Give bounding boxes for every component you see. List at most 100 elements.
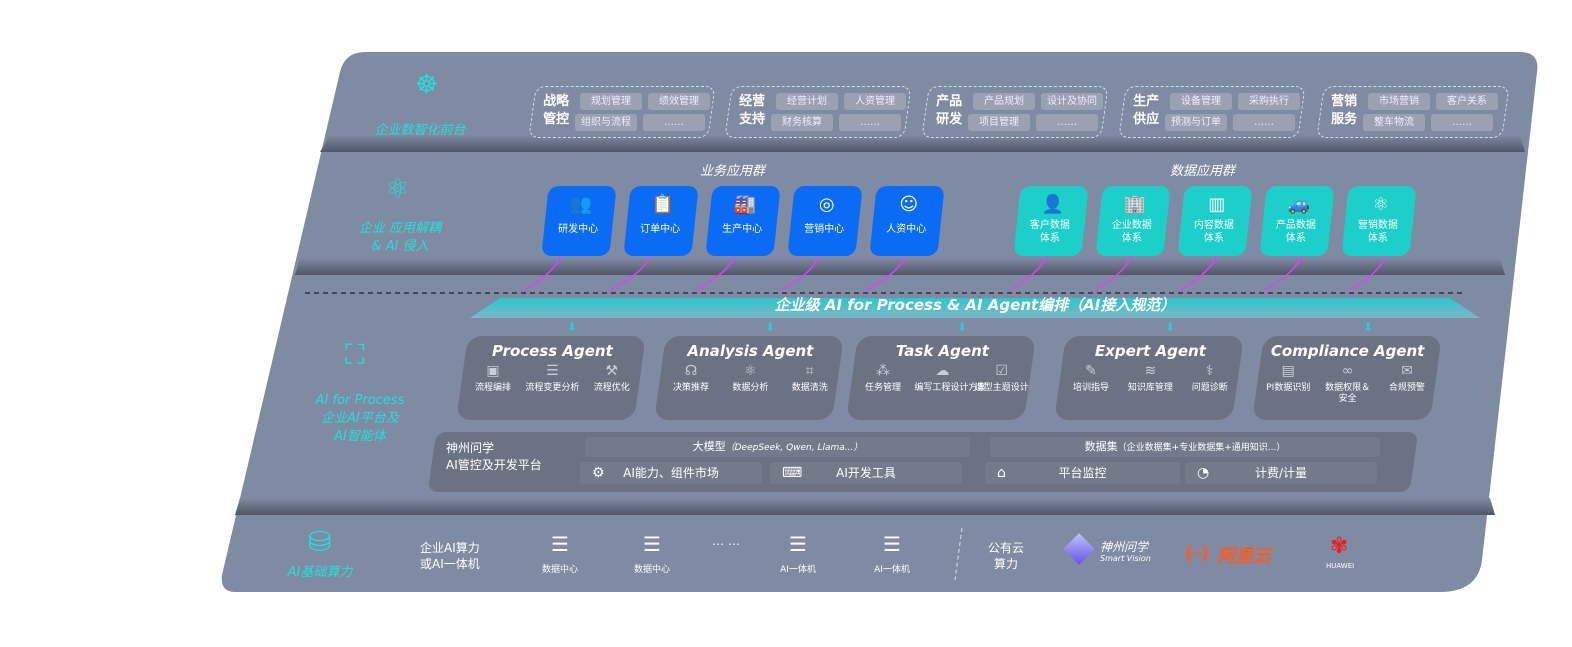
function-chip[interactable]: 设计及协同 — [1041, 93, 1103, 110]
business-app-4[interactable]: ◎ 营销中心 — [787, 186, 863, 256]
function-chip[interactable]: 组织与流程 — [575, 114, 637, 131]
function-chip[interactable]: …… — [1036, 114, 1098, 131]
function-chip[interactable]: …… — [1233, 114, 1295, 131]
capability-item: ⚕ 问题诊断 — [1182, 363, 1238, 394]
capability-item: ☑ 造型主题设计 — [974, 363, 1030, 394]
capability-label: PI数据识别 — [1266, 383, 1311, 393]
network-icon: ⁂ — [876, 363, 891, 379]
down-arrow-icon: ⬇ — [1165, 320, 1176, 334]
dataset-bar: 数据集（企业数据集+专业数据集+通用知识...） — [990, 437, 1380, 457]
person-icon: ☺ — [899, 194, 919, 215]
agent-inner: Expert Agent ✎ 培训指导 ≋ 知识库管理 ⚕ 问题诊断 — [1061, 342, 1239, 394]
server-label: AI一体机 — [874, 565, 910, 575]
platform-tool[interactable]: ⚙ AI能力、组件市场 — [580, 462, 762, 484]
function-chip[interactable]: 整车物流 — [1363, 114, 1425, 131]
server-rack-icon: ☰ — [643, 532, 661, 556]
settings-window-icon: ⚙ — [592, 465, 605, 481]
wand-icon: ✎ — [1085, 363, 1097, 379]
agent-card[interactable]: Expert Agent ✎ 培训指导 ≋ 知识库管理 ⚕ 问题诊断 — [1054, 336, 1244, 420]
function-chip[interactable]: 客户关系 — [1436, 93, 1498, 110]
down-arrow-icon: ⬇ — [567, 320, 578, 334]
diagnose-icon: ⚕ — [1205, 363, 1214, 379]
server-label: 数据中心 — [541, 565, 578, 575]
function-chip[interactable]: 绩效管理 — [648, 93, 710, 110]
function-chip[interactable]: 采购执行 — [1238, 93, 1300, 110]
function-chip[interactable]: 设备管理 — [1170, 93, 1232, 110]
group-title: 战略 管控 — [543, 94, 570, 127]
data-app-2[interactable]: 🏢 企业数据 体系 — [1095, 186, 1171, 256]
mail-icon: ✉ — [1401, 363, 1413, 379]
tools-icon: ⚒ — [605, 363, 618, 379]
agent-card[interactable]: Analysis Agent ☊ 决策推荐 ⚛ 数据分析 ⌗ 数据清洗 — [654, 336, 844, 420]
platform-tool[interactable]: ⌂ 平台监控 — [985, 462, 1180, 484]
function-chip[interactable]: 规划管理 — [580, 93, 642, 110]
database-icon: ⛁ — [308, 525, 332, 558]
data-app-3[interactable]: ▥ 内容数据 体系 — [1177, 186, 1253, 256]
function-chip[interactable]: …… — [1431, 114, 1493, 131]
agent-inner: Task Agent ⁂ 任务管理 ☁ 编写工程设计方案 ☑ 造型主题设计 — [853, 342, 1031, 394]
agent-inner: Process Agent ▣ 流程编排 ☰ 流程变更分析 ⚒ 流程优化 — [463, 342, 641, 394]
function-chip[interactable]: …… — [839, 114, 901, 131]
capability-item: ✉ 合规预警 — [1379, 363, 1435, 405]
app-name: 客户数据 体系 — [1029, 220, 1070, 244]
server-item: ☰ AI一体机 — [862, 532, 922, 575]
app-name: 生产中心 — [722, 224, 763, 235]
agent-card[interactable]: Process Agent ▣ 流程编排 ☰ 流程变更分析 ⚒ 流程优化 — [456, 336, 646, 420]
group-title: 经营 支持 — [739, 94, 766, 127]
function-chip[interactable]: …… — [643, 114, 705, 131]
app-name: 营销数据 体系 — [1357, 220, 1398, 244]
data-app-5[interactable]: ⚛ 营销数据 体系 — [1341, 186, 1417, 256]
tool-label: 计费/计量 — [1254, 466, 1308, 480]
agent-card[interactable]: Task Agent ⁂ 任务管理 ☁ 编写工程设计方案 ☑ 造型主题设计 — [846, 336, 1036, 420]
capability-item: ☁ 编写工程设计方案 — [914, 363, 986, 394]
business-app-2[interactable]: 📋 订单中心 — [623, 186, 699, 256]
function-chip[interactable]: 经营计划 — [776, 93, 838, 110]
tool-label: 平台监控 — [1058, 466, 1107, 480]
atom-icon: ⚛ — [1372, 194, 1389, 215]
app-name: 营销中心 — [804, 224, 845, 235]
data-apps-title: 数据应用群 — [1170, 164, 1236, 179]
target-icon: ◎ — [818, 194, 835, 215]
model-note: （DeepSeek, Qwen, Llama...） — [725, 443, 863, 453]
building-icon: 🏢 — [1123, 194, 1146, 215]
agent-card[interactable]: Compliance Agent ▤ PI数据识别 ∞ 数据权限＆ 安全 ✉ 合规预警 — [1252, 336, 1442, 420]
capability-item: ▣ 流程编排 — [465, 363, 521, 394]
capability-item: ≋ 知识库管理 — [1122, 363, 1178, 394]
platform-tool[interactable]: ◔ 计费/计量 — [1185, 462, 1377, 484]
data-app-4[interactable]: 🚙 产品数据 体系 — [1259, 186, 1335, 256]
business-app-5[interactable]: ☺ 人资中心 — [869, 186, 945, 256]
capability-item: ⁂ 任务管理 — [855, 363, 911, 394]
id-card-icon: ▤ — [1281, 363, 1295, 379]
capability-item: ☊ 决策推荐 — [663, 363, 719, 394]
capability-label: 合规预警 — [1388, 383, 1425, 393]
business-app-1[interactable]: 👥 研发中心 — [541, 186, 617, 256]
capability-item: ▤ PI数据识别 — [1260, 363, 1316, 405]
face-scan-icon: ⛶ — [345, 338, 365, 371]
head-icon: ☊ — [684, 363, 698, 379]
capability-item: ✎ 培训指导 — [1063, 363, 1119, 394]
function-chip[interactable]: 预测与订单 — [1165, 114, 1227, 131]
ellipsis: … … — [712, 534, 740, 548]
function-chip[interactable]: 市场营销 — [1368, 93, 1430, 110]
platform-tool[interactable]: ⌨ AI开发工具 — [770, 462, 962, 484]
model-bar: 大模型（DeepSeek, Qwen, Llama...） — [585, 437, 970, 457]
layer1-label: 企业数智化前台 — [374, 123, 466, 138]
business-app-3[interactable]: 🏭 生产中心 — [705, 186, 781, 256]
function-chip[interactable]: 产品规划 — [973, 93, 1035, 110]
capability-label: 数据清洗 — [791, 383, 828, 393]
platform-title: 神州问学 AI管控及开发平台 — [446, 441, 542, 472]
books-icon: ▥ — [1208, 194, 1226, 215]
agent-name: Analysis Agent — [687, 342, 814, 360]
cloud-icon: ☁ — [935, 363, 950, 379]
function-chip[interactable]: 财务核算 — [771, 114, 833, 131]
data-app-1[interactable]: 👤 客户数据 体系 — [1013, 186, 1089, 256]
capability-label: 决策推荐 — [673, 383, 710, 393]
group-title: 生产 供应 — [1133, 94, 1160, 127]
function-chip[interactable]: 人资管理 — [844, 93, 906, 110]
app-name: 订单中心 — [640, 224, 681, 235]
agent-inner: Compliance Agent ▤ PI数据识别 ∞ 数据权限＆ 安全 ✉ 合规预警 — [1259, 342, 1437, 405]
list-icon: ☰ — [546, 363, 559, 379]
user-icon: 👤 — [1041, 194, 1064, 215]
layer4-label: AI基础算力 — [287, 565, 353, 580]
function-chip[interactable]: 项目管理 — [968, 114, 1030, 131]
